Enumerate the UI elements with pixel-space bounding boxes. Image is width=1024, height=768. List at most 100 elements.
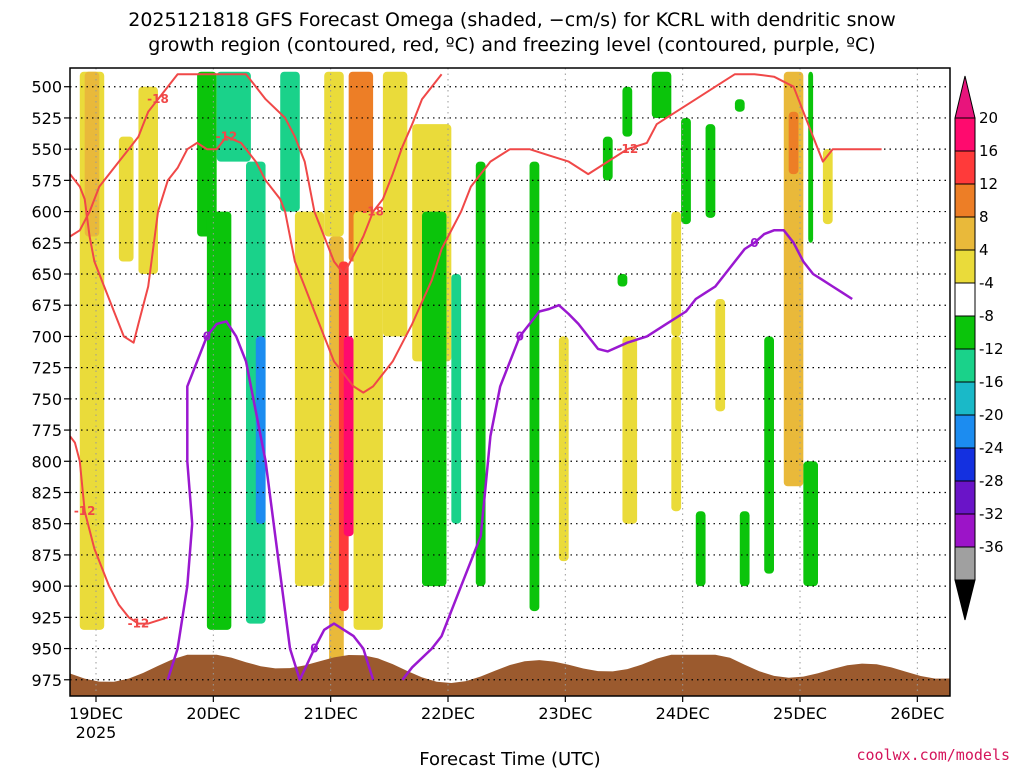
colorbar-label-12: -32 <box>979 505 1004 523</box>
omega-region-39 <box>788 111 799 175</box>
omega-region-36 <box>739 511 750 587</box>
omega-region-23 <box>558 336 569 562</box>
y-tick-label-825: 825 <box>31 483 62 502</box>
y-tick-label-775: 775 <box>31 421 62 440</box>
x-tick-label-4: 23DEC <box>538 704 592 723</box>
colorbar-swatch-7 <box>954 348 976 383</box>
x-axis: 19DEC 20DEC 21DEC 22DEC 23DEC 24DEC 25DEC 26DEC… <box>69 696 944 742</box>
y-tick-label-750: 750 <box>31 390 62 409</box>
omega-region-40 <box>803 461 818 587</box>
dgz-contour-line-2 <box>69 435 169 625</box>
y-tick-label-925: 925 <box>31 608 62 627</box>
colorbar-swatch-12 <box>954 513 976 548</box>
colorbar-label-3: 8 <box>979 208 989 226</box>
omega-region-31 <box>681 117 691 225</box>
colorbar-swatch-11 <box>954 480 976 515</box>
plot-frame <box>69 67 951 697</box>
colorbar-swatch-3 <box>954 216 976 251</box>
omega-region-16 <box>353 211 383 630</box>
omega-region-32 <box>695 511 706 587</box>
y-tick-label-875: 875 <box>31 546 62 565</box>
colorbar-label-10: -24 <box>979 439 1004 457</box>
freezing-contour-line-0 <box>166 320 375 682</box>
colorbar: 20 16 12 8 4 -4 -8 -12 -16 -20 -24 -28 -32 -36 <box>954 75 1004 621</box>
freezing-contour-line-1 <box>401 229 853 681</box>
omega-region-17 <box>382 71 408 337</box>
omega-region-2 <box>118 136 134 262</box>
omega-region-9 <box>280 71 300 212</box>
colorbar-top-arrow <box>954 75 976 119</box>
dgz-contour-label-2-0: -12 <box>74 504 96 518</box>
y-tick-label-500: 500 <box>31 78 62 97</box>
y-tick-label-700: 700 <box>31 327 62 346</box>
freezing-contour-label-0-1: 0 <box>310 642 318 656</box>
freezing-contour-label-0-0: 0 <box>203 329 211 343</box>
colorbar-swatch-1 <box>954 150 976 185</box>
dgz-contour-label-1-0: -18 <box>147 92 169 106</box>
omega-region-33 <box>705 124 716 218</box>
colorbar-label-9: -20 <box>979 406 1004 424</box>
dgz-contour-label-1-1: -18 <box>362 205 384 219</box>
x-tick-label-0: 19DEC <box>69 704 123 723</box>
x-tick-label-6: 25DEC <box>773 704 827 723</box>
x-axis-title: Forecast Time (UTC) <box>419 749 600 768</box>
colorbar-label-6: -8 <box>979 307 994 325</box>
y-tick-label-800: 800 <box>31 452 62 471</box>
omega-region-4 <box>197 71 217 237</box>
x-tick-label-2: 21DEC <box>304 704 358 723</box>
y-tick-label-950: 950 <box>31 640 62 659</box>
dgz-contour-label-0-0: -12 <box>216 130 238 144</box>
y-tick-label-550: 550 <box>31 140 62 159</box>
y-tick-label-850: 850 <box>31 515 62 534</box>
colorbar-label-5: -4 <box>979 274 994 292</box>
dgz-contour-label-0-1: -12 <box>616 142 638 156</box>
omega-region-14 <box>343 336 354 537</box>
colorbar-swatch-2 <box>954 183 976 218</box>
colorbar-swatch-0 <box>954 117 976 152</box>
chart-title: 2025121818 GFS Forecast Omega (shaded, −… <box>128 9 895 56</box>
omega-region-11 <box>324 71 344 237</box>
omega-region-42 <box>822 149 833 225</box>
colorbar-swatch-8 <box>954 381 976 416</box>
freezing-contour-label-1-1: 0 <box>750 236 758 250</box>
y-tick-label-575: 575 <box>31 171 62 190</box>
omega-region-28 <box>651 71 672 118</box>
colorbar-swatch-9 <box>954 414 976 449</box>
omega-region-41 <box>808 71 814 243</box>
colorbar-label-2: 12 <box>979 175 998 193</box>
colorbar-label-4: 4 <box>979 241 989 259</box>
y-tick-label-900: 900 <box>31 577 62 596</box>
dgz-contour-line-0 <box>69 73 882 394</box>
y-tick-label-600: 600 <box>31 203 62 222</box>
dgz-contours: -12 -12 -18 -18 -12 -12 <box>69 73 882 631</box>
colorbar-swatch-13 <box>954 546 976 581</box>
x-tick-label-7: 26DEC <box>890 704 944 723</box>
omega-region-38 <box>783 71 804 487</box>
colorbar-swatch-5 <box>954 282 976 317</box>
colorbar-label-11: -28 <box>979 472 1004 490</box>
omega-region-25 <box>617 274 628 287</box>
colorbar-bottom-arrow <box>954 579 976 621</box>
x-tick-label-1: 20DEC <box>186 704 240 723</box>
dgz-contour-label-2-1: -12 <box>128 617 150 631</box>
colorbar-label-0: 20 <box>979 109 998 127</box>
omega-region-21 <box>475 161 486 587</box>
terrain-fill <box>70 654 950 696</box>
y-tick-label-650: 650 <box>31 265 62 284</box>
omega-region-27 <box>622 336 638 524</box>
y-tick-label-975: 975 <box>31 671 62 690</box>
colorbar-swatch-4 <box>954 249 976 284</box>
y-tick-label-625: 625 <box>31 234 62 253</box>
omega-region-37 <box>764 336 774 574</box>
freezing-contour-label-1-0: 0 <box>516 329 524 343</box>
x-tick-label-5: 24DEC <box>656 704 710 723</box>
omega-region-26 <box>622 86 633 137</box>
colorbar-swatch-6 <box>954 315 976 350</box>
colorbar-label-13: -36 <box>979 538 1004 556</box>
y-tick-label-725: 725 <box>31 359 62 378</box>
colorbar-swatch-10 <box>954 447 976 482</box>
terrain <box>70 654 950 696</box>
omega-region-34 <box>715 298 726 412</box>
colorbar-label-8: -16 <box>979 373 1004 391</box>
